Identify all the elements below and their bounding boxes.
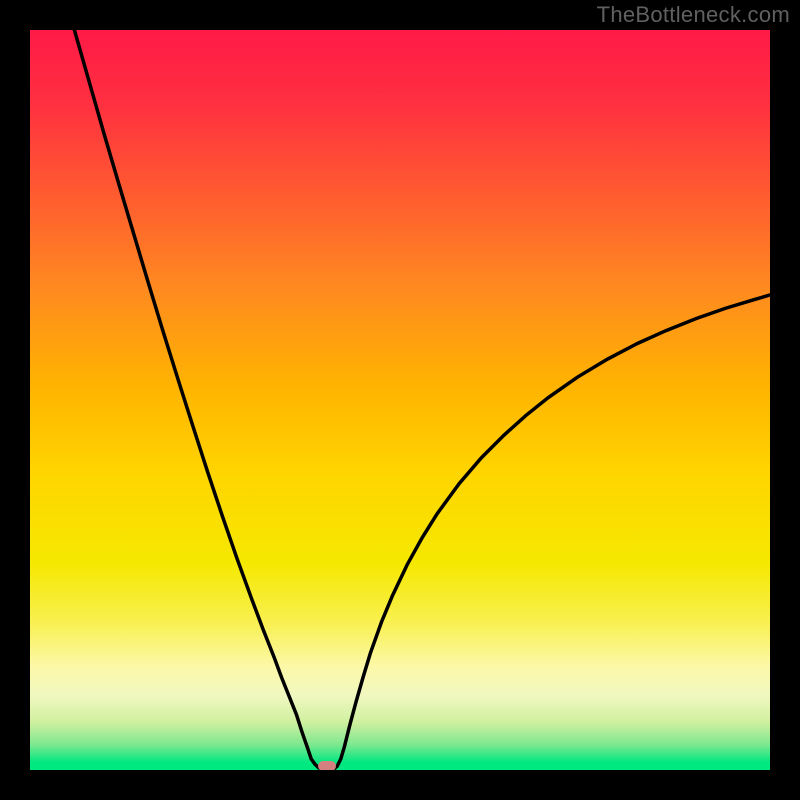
bottleneck-curve bbox=[30, 30, 770, 770]
watermark-text: TheBottleneck.com bbox=[597, 2, 790, 28]
plot-area bbox=[30, 30, 770, 770]
curve-left-branch bbox=[74, 30, 322, 769]
curve-right-branch bbox=[333, 295, 770, 769]
minimum-marker bbox=[318, 761, 336, 770]
